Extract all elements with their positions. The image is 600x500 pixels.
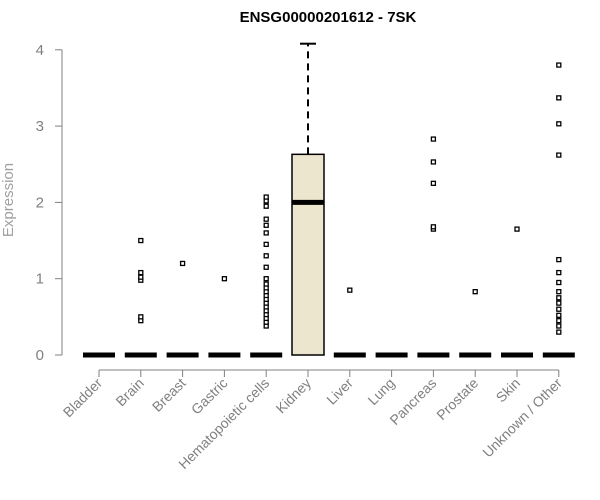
outlier-point xyxy=(556,295,562,301)
outlier-point xyxy=(263,216,269,222)
outlier-point xyxy=(430,180,437,186)
outlier-point xyxy=(263,276,269,282)
box-group xyxy=(542,62,575,358)
y-tick-label: 3 xyxy=(36,118,44,135)
outlier-point xyxy=(263,264,269,270)
box-group xyxy=(208,276,241,358)
x-category-label: Kidney xyxy=(273,375,315,417)
box-group xyxy=(333,287,366,358)
outlier-point xyxy=(556,289,562,295)
outlier-point xyxy=(556,300,562,306)
outlier-point xyxy=(556,329,562,335)
box-group xyxy=(250,194,283,358)
outlier-point xyxy=(430,159,437,165)
boxes-layer xyxy=(83,42,575,358)
y-axis-label: Expression xyxy=(0,163,17,237)
outlier-point xyxy=(347,287,353,293)
x-category-label: Brain xyxy=(112,375,146,409)
outlier-point xyxy=(556,269,562,276)
outlier-point xyxy=(556,318,562,324)
box-group xyxy=(459,289,492,358)
y-tick-label: 4 xyxy=(36,42,44,59)
y-tick-label: 2 xyxy=(36,194,44,211)
outlier-point xyxy=(179,260,186,267)
axes: 0 1 2 3 4 xyxy=(36,42,560,377)
outlier-point xyxy=(514,226,520,232)
outlier-point xyxy=(263,281,269,287)
outlier-point xyxy=(472,289,478,295)
x-category-label: Unknown / Other xyxy=(479,375,565,461)
box-iqr xyxy=(291,153,325,356)
outlier-point xyxy=(263,194,269,200)
box-group xyxy=(124,237,157,358)
outlier-point xyxy=(556,256,562,263)
outlier-point xyxy=(556,62,562,68)
x-category-label: Skin xyxy=(493,375,524,406)
outlier-point xyxy=(138,237,144,244)
x-category-label: Bladder xyxy=(60,375,106,421)
outlier-point xyxy=(263,241,269,248)
outlier-point xyxy=(138,269,144,276)
box-group xyxy=(166,260,199,358)
x-category-label: Prostate xyxy=(433,375,481,423)
y-tick-label: 0 xyxy=(36,347,44,364)
outlier-point xyxy=(263,230,269,236)
outlier-point xyxy=(556,323,562,329)
outlier-point xyxy=(263,253,269,259)
outlier-point xyxy=(221,276,228,282)
y-tick-label: 1 xyxy=(36,271,44,288)
x-category-label: Liver xyxy=(323,375,356,408)
outlier-point xyxy=(263,203,269,209)
outlier-point xyxy=(138,314,144,320)
chart-title: ENSG00000201612 - 7SK xyxy=(240,9,417,26)
box-group xyxy=(291,42,325,356)
box-group xyxy=(501,226,533,358)
outlier-point xyxy=(556,121,562,127)
box-group xyxy=(417,136,450,358)
outlier-point xyxy=(263,222,269,228)
outlier-point xyxy=(556,312,562,318)
outlier-point xyxy=(556,279,562,286)
outlier-point xyxy=(556,306,562,312)
outlier-point xyxy=(138,274,144,280)
x-category-label: Lung xyxy=(364,375,397,408)
outlier-point xyxy=(430,224,437,230)
x-category-label: Breast xyxy=(149,375,189,415)
outlier-point xyxy=(430,136,437,142)
outlier-point xyxy=(556,95,562,101)
outlier-point xyxy=(556,152,562,158)
